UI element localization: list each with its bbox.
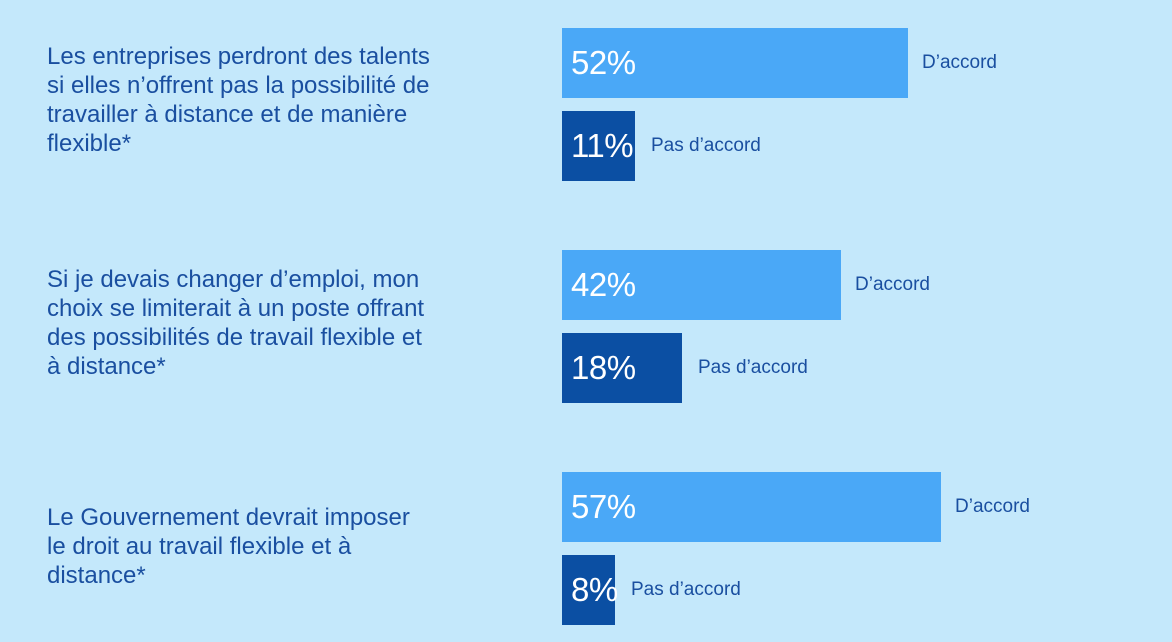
question-text: Si je devais changer d’emploi, mon choix… (47, 266, 425, 380)
bar-value-label: 52% (571, 44, 636, 81)
agree-bar: 52% (562, 28, 908, 98)
series-label: D’accord (922, 52, 997, 73)
series-label: D’accord (955, 496, 1030, 517)
question-text: Le Gouvernement devrait imposer le droit… (47, 504, 410, 589)
series-label: Pas d’accord (651, 135, 761, 156)
bar-value-label: 42% (571, 266, 636, 303)
series-label: Pas d’accord (631, 579, 741, 600)
agree-bar: 42% (562, 250, 841, 320)
bar-value-label: 8% (571, 571, 618, 608)
disagree-bar: 8% (562, 555, 618, 625)
series-label: Pas d’accord (698, 357, 808, 378)
agree-bar: 57% (562, 472, 941, 542)
series-label: D’accord (855, 274, 930, 295)
bar-value-label: 18% (571, 349, 636, 386)
disagree-bar: 11% (562, 111, 635, 181)
bar-value-label: 11% (571, 127, 634, 164)
bar-value-label: 57% (571, 488, 636, 525)
question-text: Les entreprises perdront des talents si … (47, 43, 430, 157)
disagree-bar: 18% (562, 333, 682, 403)
